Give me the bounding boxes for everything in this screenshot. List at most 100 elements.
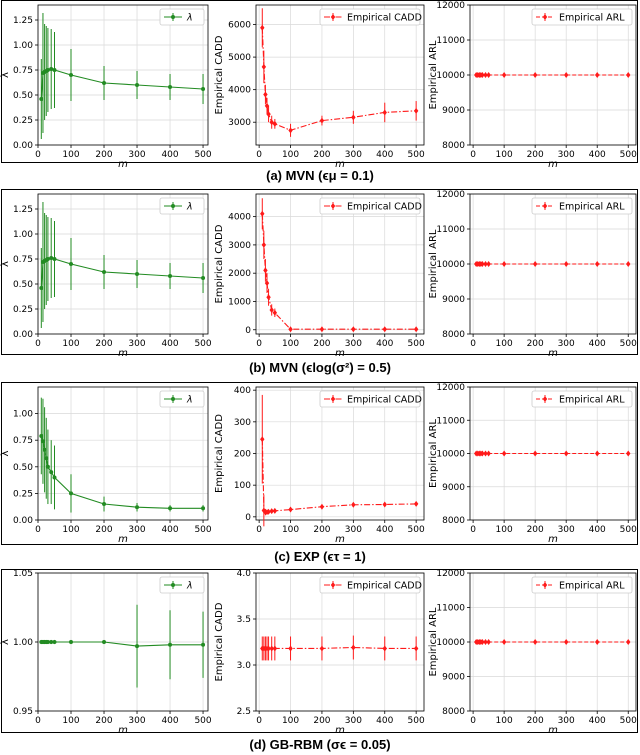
data-point — [135, 644, 140, 649]
x-axis-label: m — [335, 534, 345, 545]
chart-9: 0 100 200 300 400 500 0.95 1.00 1.05 m λ λ — [0, 569, 212, 736]
data-point — [563, 639, 569, 645]
x-tick-label: 300 — [558, 716, 575, 726]
x-tick-label: 200 — [95, 525, 112, 535]
data-point — [351, 501, 356, 508]
series-line — [261, 213, 417, 330]
chart-7: 0 100 200 300 400 500 0 100 200 300 400 m Empirical … — [214, 386, 425, 545]
data-point — [288, 645, 293, 652]
data-point — [69, 640, 74, 644]
legend-marker — [542, 396, 548, 402]
y-tick-label: 4000 — [228, 86, 251, 96]
chart-3: 0 100 200 300 400 500 0.00 0.25 0.50 0.75 1.00 1.25… — [0, 193, 212, 359]
series-line — [40, 68, 204, 100]
y-tick-label: 11000 — [436, 416, 465, 426]
series-line — [261, 439, 417, 513]
data-point — [532, 639, 538, 645]
y-tick-label: 12000 — [436, 190, 465, 200]
data-point — [626, 72, 631, 78]
y-tick-label: 3000 — [228, 118, 251, 128]
y-axis-label: Empirical CADD — [214, 35, 225, 114]
y-tick-label: 300 — [234, 418, 251, 428]
x-axis-label: m — [548, 725, 558, 736]
data-point — [563, 261, 569, 267]
y-tick-label: 0.75 — [13, 436, 33, 446]
y-tick-label: 12000 — [436, 1, 465, 11]
y-tick-label: 5000 — [228, 53, 251, 63]
y-tick-label: 2000 — [228, 269, 251, 279]
x-tick-label: 300 — [558, 150, 575, 160]
legend-label: λ — [186, 13, 193, 24]
data-point — [49, 67, 54, 71]
data-point — [319, 117, 325, 124]
data-point — [269, 508, 274, 515]
x-tick-label: 100 — [282, 525, 299, 535]
data-point — [40, 439, 45, 444]
x-tick-label: 300 — [558, 525, 575, 535]
data-point — [382, 501, 387, 508]
data-point — [501, 261, 507, 267]
x-axis-label: m — [335, 348, 345, 359]
series-line — [261, 27, 417, 131]
data-point — [269, 645, 274, 652]
y-axis-label: λ — [0, 72, 11, 78]
x-tick-label: 200 — [527, 716, 544, 726]
y-tick-label: 11000 — [436, 225, 465, 235]
data-point — [39, 433, 44, 438]
data-point — [563, 72, 569, 78]
x-axis-label: m — [335, 725, 345, 736]
x-tick-label: 400 — [589, 716, 606, 726]
legend-label: Empirical CADD — [347, 581, 422, 592]
x-tick-label: 200 — [95, 339, 112, 349]
y-axis-label: Empirical ARL — [428, 40, 439, 109]
legend-marker — [171, 204, 175, 208]
x-axis-label: m — [548, 348, 558, 359]
y-tick-label: 0.25 — [13, 489, 33, 499]
data-point — [261, 241, 267, 248]
data-point — [480, 639, 485, 645]
x-tick-label: 100 — [62, 339, 79, 349]
data-point — [272, 645, 278, 652]
legend-box — [531, 197, 633, 215]
data-point — [264, 280, 270, 287]
data-point — [532, 261, 538, 267]
series-line — [40, 257, 204, 289]
legend-box — [319, 8, 421, 26]
x-axis-label: m — [548, 159, 558, 170]
y-tick-label: 3.0 — [237, 661, 252, 671]
data-point — [319, 645, 325, 652]
y-tick-label: 1.00 — [13, 638, 33, 648]
data-point — [483, 72, 488, 78]
data-point — [501, 72, 507, 78]
data-point — [626, 639, 631, 645]
x-tick-label: 0 — [35, 339, 41, 349]
data-point — [413, 107, 419, 114]
data-point — [201, 276, 206, 280]
legend-marker — [330, 582, 336, 588]
x-tick-label: 100 — [282, 716, 299, 726]
caption-c: (c) EXP (ϵτ = 1) — [274, 549, 366, 564]
y-tick-label: 400 — [234, 386, 251, 396]
data-point — [45, 640, 50, 644]
y-tick-label: 3000 — [228, 241, 251, 251]
data-point — [413, 500, 419, 507]
plot-frame — [37, 4, 209, 146]
y-tick-label: 0.50 — [13, 91, 33, 101]
y-tick-label: 0.75 — [13, 255, 33, 265]
legend-box — [531, 8, 633, 26]
x-tick-label: 500 — [408, 339, 425, 349]
legend-label: Empirical ARL — [559, 13, 625, 24]
y-tick-label: 11000 — [436, 604, 465, 614]
data-point — [595, 261, 600, 267]
x-axis-label: m — [118, 159, 128, 170]
x-axis-label: m — [335, 159, 345, 170]
data-point — [168, 85, 173, 89]
x-tick-label: 200 — [95, 150, 112, 160]
y-tick-label: 8000 — [442, 141, 465, 151]
y-tick-label: 9000 — [442, 673, 465, 683]
data-point — [102, 502, 107, 507]
y-axis-label: Empirical CADD — [214, 602, 225, 681]
data-point — [595, 450, 600, 457]
x-tick-label: 100 — [62, 525, 79, 535]
data-point — [382, 326, 387, 333]
